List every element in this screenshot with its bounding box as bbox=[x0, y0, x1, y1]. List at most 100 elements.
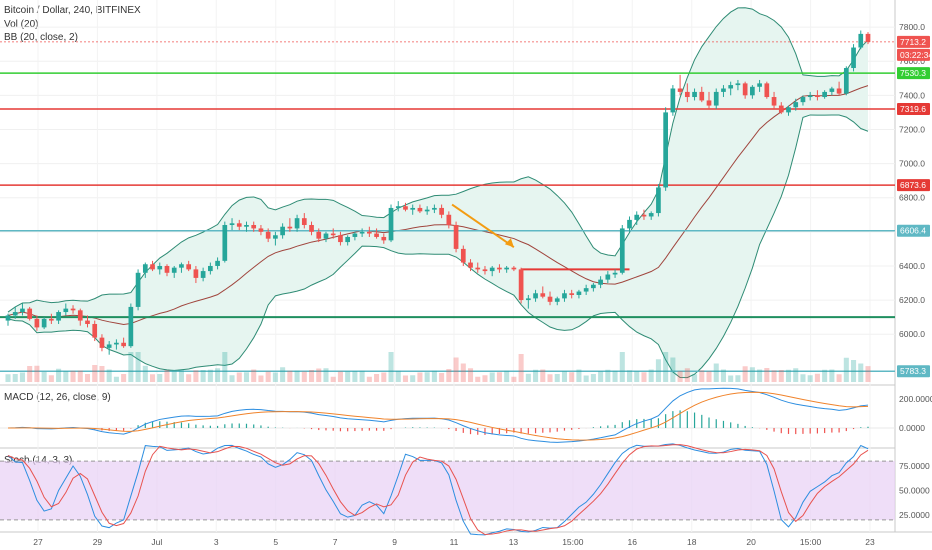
price-tag-green: 7530.3 bbox=[900, 68, 926, 78]
x-tick-label: 15:00 bbox=[800, 537, 822, 547]
candle-body bbox=[641, 214, 647, 217]
volume-bar bbox=[663, 352, 669, 382]
volume-bar bbox=[128, 352, 134, 382]
macd-indicator-label[interactable]: MACD (12, 26, close, 9) bbox=[4, 392, 111, 403]
candle-body bbox=[439, 207, 444, 215]
price-tag-green-bg bbox=[897, 67, 930, 80]
volume-bar bbox=[793, 368, 799, 382]
y-tick-label: 7200.0 bbox=[899, 124, 925, 134]
volume-bar bbox=[800, 374, 806, 382]
y-tick-label: 7400.0 bbox=[899, 90, 925, 100]
candle-body bbox=[20, 308, 25, 313]
x-tick-label: 29 bbox=[93, 537, 103, 547]
candle-body bbox=[280, 226, 285, 236]
volume-bar bbox=[778, 370, 784, 382]
candle-body bbox=[692, 91, 697, 98]
price-tag-teal-lower: 5783.3 bbox=[900, 366, 926, 376]
candle-body bbox=[222, 225, 228, 261]
price-tag-teal-upper-bg bbox=[897, 224, 930, 237]
volume-bar bbox=[330, 376, 336, 382]
candle-body bbox=[771, 97, 777, 106]
candle-body bbox=[851, 47, 856, 69]
candle-body bbox=[576, 291, 582, 295]
macd-tick-label: 0.0000 bbox=[899, 423, 925, 433]
candle-body bbox=[135, 272, 141, 307]
volume-bar bbox=[583, 375, 589, 382]
volume-bar bbox=[814, 373, 820, 382]
x-tick-label: 9 bbox=[392, 537, 397, 547]
candle-body bbox=[142, 264, 148, 273]
candle-body bbox=[236, 223, 242, 227]
candle-body bbox=[446, 214, 452, 226]
price-tag-teal-upper: 6606.4 bbox=[900, 226, 926, 236]
candle-body bbox=[258, 228, 264, 232]
volume-bar bbox=[84, 374, 91, 382]
candle-body bbox=[381, 236, 387, 241]
y-tick-label: 7000.0 bbox=[899, 159, 925, 169]
volume-bar bbox=[720, 369, 726, 382]
candle-body bbox=[721, 88, 726, 92]
candle-body bbox=[497, 267, 502, 270]
volume-bar bbox=[605, 369, 611, 382]
candle-body bbox=[764, 83, 770, 98]
candle-body bbox=[287, 226, 293, 229]
volume-bar bbox=[113, 376, 119, 382]
candle-body bbox=[316, 231, 322, 239]
volume-bar bbox=[533, 369, 539, 382]
volume-bar bbox=[287, 370, 293, 382]
candle-body bbox=[417, 207, 423, 212]
candle-body bbox=[627, 219, 632, 229]
volume-bar bbox=[309, 370, 315, 382]
candle-body bbox=[504, 267, 510, 270]
candle-body bbox=[750, 86, 755, 96]
candle-body bbox=[619, 228, 625, 273]
volume-bar bbox=[258, 375, 264, 382]
volume-bar bbox=[713, 363, 719, 382]
macd-tick-label: 200.0000 bbox=[899, 394, 932, 404]
candle-body bbox=[554, 298, 560, 302]
candle-body bbox=[432, 207, 437, 210]
volume-bar bbox=[48, 375, 54, 382]
volume-bar bbox=[576, 369, 582, 382]
volume-bar bbox=[807, 375, 813, 382]
candle-body bbox=[547, 296, 553, 302]
candle-body bbox=[598, 279, 603, 285]
candle-body bbox=[822, 91, 827, 98]
candle-body bbox=[359, 231, 365, 234]
volume-indicator-label[interactable]: Vol (20) bbox=[4, 19, 39, 30]
volume-bar bbox=[612, 370, 618, 382]
volume-bar bbox=[337, 371, 343, 382]
candle-body bbox=[395, 206, 401, 208]
candle-body bbox=[273, 235, 278, 239]
x-tick-label: 27 bbox=[33, 537, 43, 547]
volume-bar bbox=[236, 372, 242, 382]
volume-bar bbox=[554, 374, 560, 382]
volume-bar bbox=[569, 372, 575, 382]
candle-body bbox=[815, 95, 820, 98]
volume-bar bbox=[27, 366, 33, 382]
price-tag-last: 7713.2 bbox=[900, 37, 926, 47]
candle-body bbox=[778, 105, 784, 113]
candle-body bbox=[677, 88, 683, 92]
candle-body bbox=[121, 342, 126, 347]
x-tick-label: 15:00 bbox=[562, 537, 584, 547]
price-tag-teal-lower-bg bbox=[897, 365, 930, 378]
volume-bar bbox=[771, 370, 777, 382]
candle-body bbox=[106, 344, 112, 348]
volume-bar bbox=[858, 363, 864, 382]
candle-body bbox=[511, 267, 517, 270]
volume-bar bbox=[439, 373, 445, 382]
volume-bar bbox=[388, 352, 394, 382]
volume-bar bbox=[417, 372, 423, 382]
bollinger-lower bbox=[7, 114, 869, 379]
candle-body bbox=[663, 112, 668, 188]
x-tick-label: 20 bbox=[746, 537, 756, 547]
volume-bar bbox=[540, 369, 546, 382]
volume-bar bbox=[785, 369, 792, 382]
volume-bar bbox=[178, 369, 184, 382]
bollinger-indicator-label[interactable]: BB (20, close, 2) bbox=[4, 32, 78, 43]
candle-body bbox=[800, 97, 806, 103]
price-tag-last-bg bbox=[897, 35, 930, 48]
candle-body bbox=[656, 187, 661, 214]
